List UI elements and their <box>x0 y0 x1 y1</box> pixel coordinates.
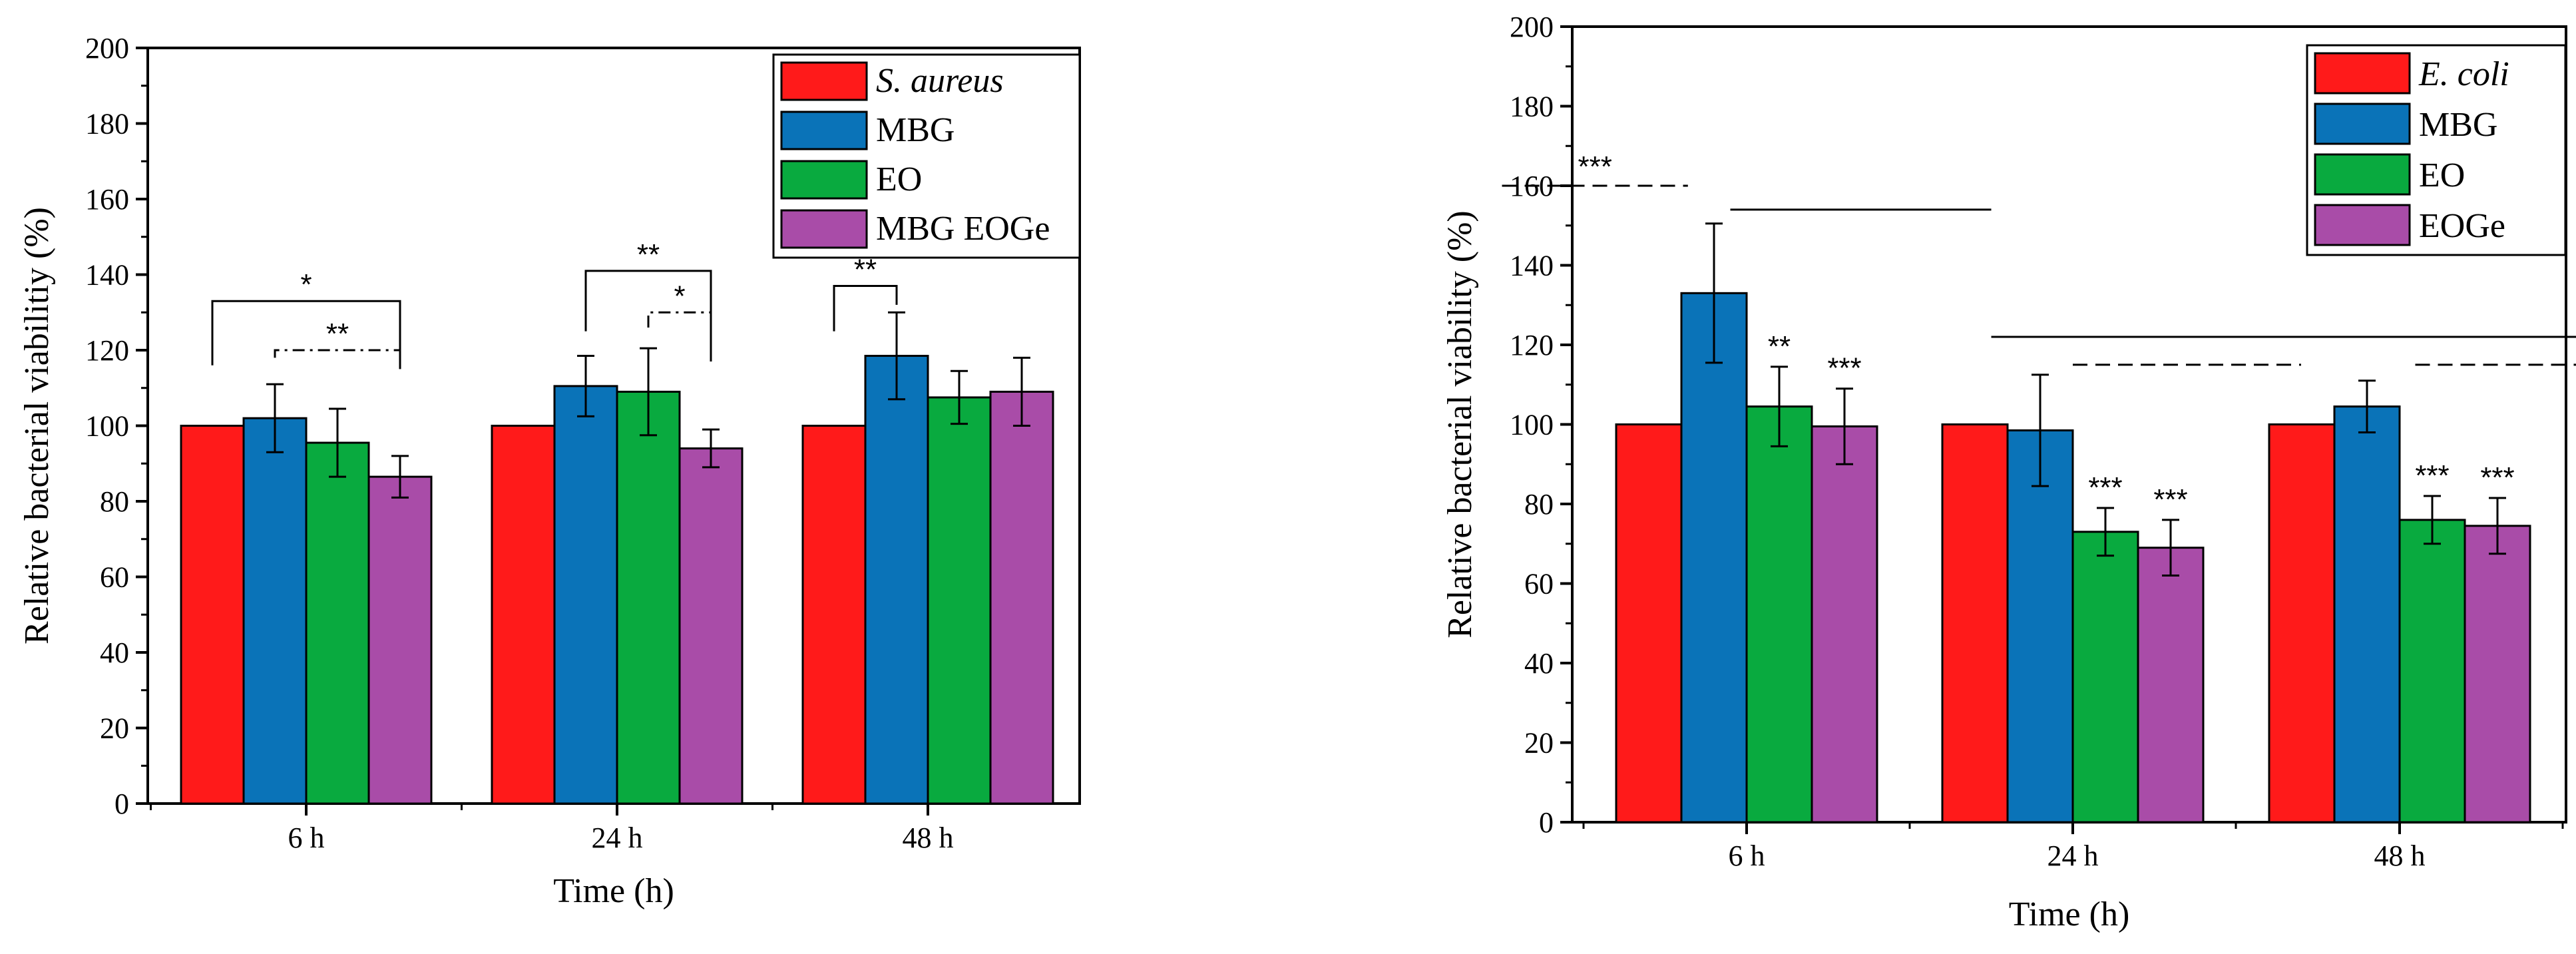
legend-label: MBG <box>876 111 955 149</box>
bar <box>927 396 992 805</box>
bar <box>1941 423 2009 824</box>
bar-significance-label: *** <box>1827 352 1861 385</box>
legend-label: EO <box>876 160 922 198</box>
y-axis-title: Relative bacterial viabilitiy (%) <box>18 207 56 644</box>
y-tick-label: 180 <box>85 108 129 140</box>
y-tick-label: 120 <box>85 334 129 367</box>
y-tick-label: 0 <box>1539 806 1554 839</box>
legend-label: MBG <box>2419 106 2497 144</box>
y-axis-title: Relative bacterial viability (%) <box>1441 210 1479 638</box>
legend-swatch <box>780 111 868 150</box>
significance-bracket <box>647 311 712 362</box>
bar <box>2006 429 2074 824</box>
bar <box>2333 405 2401 824</box>
chart-s-aureus: 0 20 40 60 80 100 120 140 160 180 200 6 h 24 h 48 h Ti… <box>18 32 1081 910</box>
y-tick-label: 140 <box>1510 250 1554 282</box>
x-tick-label: 6 h <box>288 822 325 854</box>
bar <box>2464 525 2531 824</box>
bar <box>180 425 245 805</box>
legend-swatch <box>2314 103 2411 145</box>
significance-label: ** <box>854 254 877 286</box>
y-tick-label: 100 <box>1510 409 1554 441</box>
bar <box>1680 292 1748 824</box>
y-tick-label: 40 <box>100 636 129 669</box>
x-tick-label: 48 h <box>2374 839 2426 872</box>
legend-label: E. coli <box>2418 55 2509 93</box>
x-axis-title: Time (h) <box>553 872 674 910</box>
y-tick-label: 200 <box>1510 11 1554 43</box>
bar <box>553 385 618 805</box>
bar <box>305 441 370 805</box>
bar-significance-label: *** <box>2153 483 2187 516</box>
significance-label: ** <box>637 238 660 271</box>
legend-label: S. aureus <box>876 62 1004 100</box>
x-tick-label: 24 h <box>592 822 643 854</box>
y-tick-label: 200 <box>85 32 129 65</box>
y-tick-label: 160 <box>85 183 129 216</box>
bar <box>2137 547 2205 824</box>
legend-label: EOGe <box>2419 207 2505 245</box>
bar <box>242 417 308 805</box>
y-tick-label: 20 <box>1524 727 1554 760</box>
significance-bracket <box>274 349 401 369</box>
significance-bracket <box>211 300 401 369</box>
y-tick-label: 80 <box>100 485 129 518</box>
bar <box>801 425 867 805</box>
x-tick-label: 48 h <box>903 822 954 854</box>
legend-swatch <box>2314 153 2411 196</box>
significance-label: * <box>300 268 312 301</box>
y-tick-label: 80 <box>1524 488 1554 521</box>
y-tick-label: 100 <box>85 410 129 443</box>
legend-swatch <box>780 160 868 200</box>
x-axis-title: Time (h) <box>2009 895 2130 933</box>
legend-label: MBG EOGe <box>876 210 1050 248</box>
bar <box>1615 423 1683 824</box>
bar <box>2398 519 2466 824</box>
bar <box>1745 405 1813 824</box>
bar <box>1811 425 1878 824</box>
bar-significance-label: *** <box>2088 471 2122 504</box>
x-tick-label: 24 h <box>2047 839 2099 872</box>
y-tick-label: 60 <box>1524 568 1554 600</box>
legend-swatch <box>2314 204 2411 246</box>
y-tick-label: 20 <box>100 712 129 745</box>
bar-significance-label: ** <box>1768 330 1791 363</box>
bar <box>864 355 929 805</box>
y-tick-label: 140 <box>85 259 129 292</box>
y-tick-label: 40 <box>1524 647 1554 680</box>
y-tick-label: 60 <box>100 561 129 594</box>
legend-swatch <box>780 209 868 249</box>
legend-swatch <box>2314 52 2411 95</box>
legend-label: EO <box>2419 156 2465 194</box>
bar <box>491 425 556 805</box>
bar-significance-label: *** <box>2415 459 2449 492</box>
legend-swatch <box>780 61 868 101</box>
bar <box>678 447 744 805</box>
bar <box>2071 531 2139 824</box>
y-tick-label: 120 <box>1510 329 1554 361</box>
significance-label: * <box>674 280 685 312</box>
reference-line-label: *** <box>1578 150 1611 183</box>
significance-label: ** <box>326 318 349 350</box>
bar <box>2268 423 2336 824</box>
bar-significance-label: *** <box>2480 461 2514 494</box>
y-tick-label: 180 <box>1510 91 1554 123</box>
bar <box>616 390 681 805</box>
y-tick-label: 0 <box>114 788 129 820</box>
significance-bracket <box>833 285 898 332</box>
bar <box>367 475 433 805</box>
x-tick-label: 6 h <box>1729 839 1765 872</box>
bar <box>989 390 1054 805</box>
